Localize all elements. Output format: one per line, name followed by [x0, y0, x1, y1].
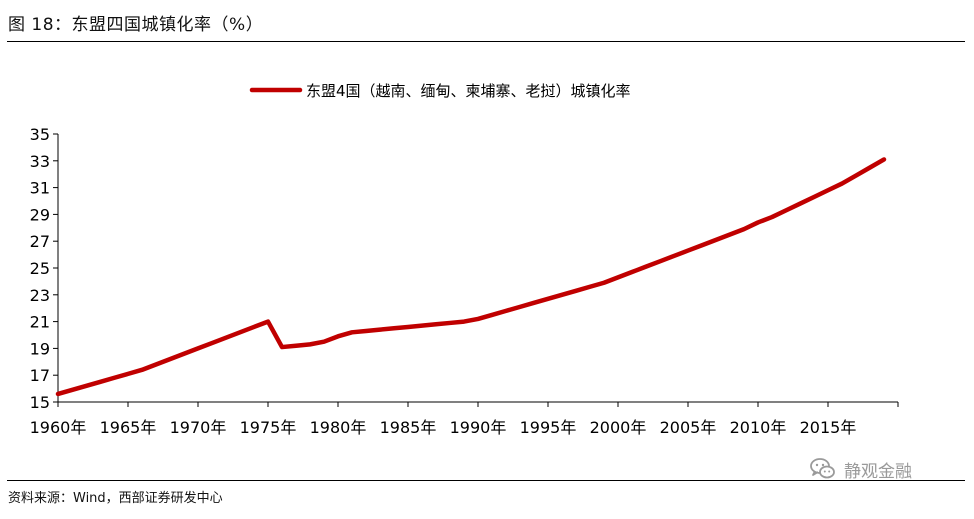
top-rule [7, 41, 965, 42]
x-tick-label: 1975年 [240, 418, 297, 437]
x-tick-label: 1970年 [170, 418, 227, 437]
x-tick-label: 1965年 [100, 418, 157, 437]
x-tick-label: 2000年 [590, 418, 647, 437]
y-tick-label: 33 [30, 152, 50, 171]
x-tick-label: 1990年 [450, 418, 507, 437]
watermark: 静观金融 [808, 454, 912, 484]
bottom-rule [7, 480, 965, 481]
y-tick-label: 29 [30, 205, 50, 224]
y-tick-label: 27 [30, 232, 50, 251]
x-tick-label: 1980年 [310, 418, 367, 437]
x-tick-label: 2015年 [800, 418, 857, 437]
legend-label: 东盟4国（越南、缅甸、柬埔寨、老挝）城镇化率 [306, 82, 631, 100]
y-tick-label: 35 [30, 125, 50, 144]
y-tick-label: 23 [30, 286, 50, 305]
source-note: 资料来源：Wind，西部证券研发中心 [8, 491, 223, 506]
x-tick-label: 1985年 [380, 418, 437, 437]
x-tick-label: 2010年 [730, 418, 787, 437]
x-tick-label: 1960年 [30, 418, 87, 437]
y-tick-label: 21 [30, 313, 50, 332]
y-tick-label: 17 [30, 366, 50, 385]
x-tick-label: 1995年 [520, 418, 577, 437]
figure-title: 图 18：东盟四国城镇化率（%） [8, 15, 264, 35]
x-tick-label: 2005年 [660, 418, 717, 437]
y-tick-label: 19 [30, 339, 50, 358]
series-line [55, 157, 887, 397]
y-tick-label: 15 [30, 393, 50, 412]
y-tick-label: 31 [30, 179, 50, 198]
y-tick-label: 25 [30, 259, 50, 278]
plot-area: 15 17 19 21 23 25 27 29 31 33 35 1960年 1965年 1970年 197… [30, 82, 899, 437]
watermark-text: 静观金融 [844, 461, 912, 482]
wechat-icon [810, 458, 835, 479]
